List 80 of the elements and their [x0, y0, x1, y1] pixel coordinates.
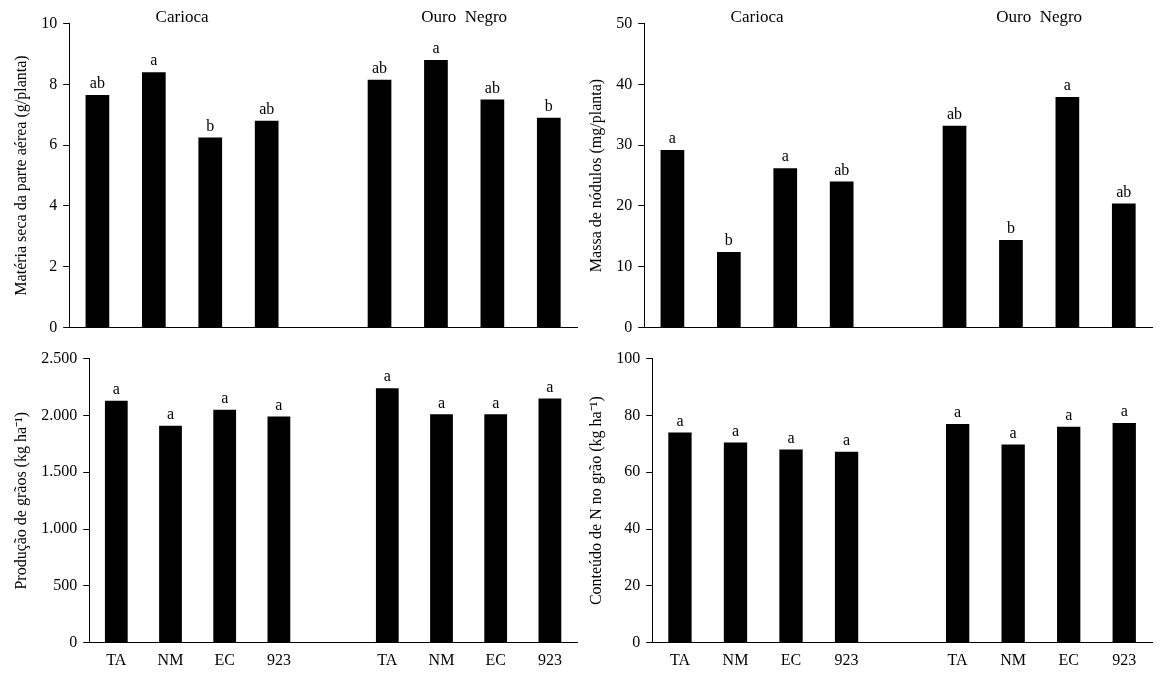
- y-tick-label: 40: [616, 74, 633, 92]
- data-label: ab: [259, 100, 275, 118]
- data-label: a: [1009, 423, 1017, 441]
- y-tick-label: 2.000: [41, 405, 78, 423]
- y-tick-label: 60: [624, 462, 641, 480]
- y-tick-label: 20: [616, 196, 633, 214]
- x-tick-label: NM: [428, 650, 455, 668]
- x-tick-label: TA: [106, 650, 127, 668]
- data-label: a: [546, 377, 554, 395]
- data-label: a: [676, 411, 684, 429]
- x-tick-label: EC: [780, 650, 802, 668]
- x-tick-label: NM: [722, 650, 749, 668]
- x-tick-label: EC: [1058, 650, 1079, 668]
- data-label: a: [1120, 402, 1128, 420]
- y-tick-label: 8: [49, 74, 58, 92]
- y-axis-title: Conteúdo de N no grão (kg ha⁻¹): [586, 396, 605, 606]
- y-axis-title: Matéria seca da parte aérea (g/planta): [11, 55, 30, 296]
- data-label: a: [150, 51, 158, 69]
- y-tick-label: 0: [632, 633, 641, 650]
- data-label: ab: [371, 59, 388, 77]
- y-tick-label: 500: [53, 576, 78, 594]
- data-label: ab: [89, 74, 105, 92]
- x-tick-label: 923: [537, 650, 562, 668]
- y-tick-label: 20: [624, 576, 641, 594]
- x-tick-label: 923: [834, 650, 859, 668]
- data-label: a: [1065, 406, 1073, 424]
- x-tick-label: EC: [214, 650, 235, 668]
- y-tick-label: 0: [69, 633, 78, 650]
- y-axis-title: Massa de nódulos (mg/planta): [586, 78, 605, 273]
- y-tick-label: 80: [624, 405, 641, 423]
- data-label: a: [166, 404, 175, 422]
- data-label: a: [731, 421, 740, 439]
- data-label: a: [843, 431, 851, 449]
- y-tick-label: 10: [616, 256, 633, 274]
- y-tick-label: 2: [49, 256, 58, 274]
- data-label: b: [724, 231, 733, 249]
- data-label: b: [206, 116, 215, 134]
- annotation: Carioca: [155, 6, 209, 26]
- x-tick-label: 923: [1112, 650, 1137, 668]
- data-label: a: [668, 129, 676, 147]
- data-label: ab: [484, 78, 500, 96]
- x-tick-label: TA: [669, 650, 691, 668]
- data-label: a: [781, 147, 789, 165]
- annotation: Ouro Negro: [996, 6, 1083, 26]
- data-label: a: [383, 367, 391, 385]
- data-label: ab: [946, 104, 963, 122]
- y-tick-label: 30: [616, 135, 633, 153]
- data-label: ab: [834, 160, 850, 178]
- data-label: a: [1063, 76, 1071, 94]
- y-tick-label: 100: [616, 348, 641, 366]
- data-label: a: [112, 379, 120, 397]
- data-label: a: [787, 428, 795, 446]
- x-tick-label: TA: [377, 650, 398, 668]
- data-label: a: [432, 39, 440, 57]
- x-tick-label: NM: [157, 650, 184, 668]
- data-label: b: [544, 96, 553, 114]
- x-tick-label: EC: [485, 650, 506, 668]
- y-tick-label: 0: [624, 317, 633, 335]
- y-tick-label: 6: [49, 135, 58, 153]
- y-tick-label: 50: [616, 13, 633, 31]
- y-tick-label: 0: [49, 317, 58, 335]
- y-tick-label: 2.500: [41, 348, 78, 366]
- data-label: a: [437, 393, 446, 411]
- data-label: a: [275, 395, 283, 413]
- data-label: b: [1006, 219, 1015, 237]
- x-tick-label: 923: [266, 650, 291, 668]
- x-tick-label: TA: [947, 650, 969, 668]
- y-tick-label: 1.000: [41, 519, 78, 537]
- y-axis-title: Produção de grãos (kg ha⁻¹): [11, 411, 30, 590]
- annotation: Carioca: [730, 6, 784, 26]
- y-tick-label: 4: [49, 196, 58, 214]
- data-label: a: [221, 388, 229, 406]
- data-label: a: [492, 393, 500, 411]
- x-tick-label: NM: [1000, 650, 1027, 668]
- y-tick-label: 40: [624, 519, 641, 537]
- data-label: ab: [1116, 182, 1132, 200]
- y-tick-label: 1.500: [41, 462, 78, 480]
- annotation: Ouro Negro: [421, 6, 508, 26]
- y-tick-label: 10: [41, 13, 58, 31]
- data-label: a: [954, 403, 962, 421]
